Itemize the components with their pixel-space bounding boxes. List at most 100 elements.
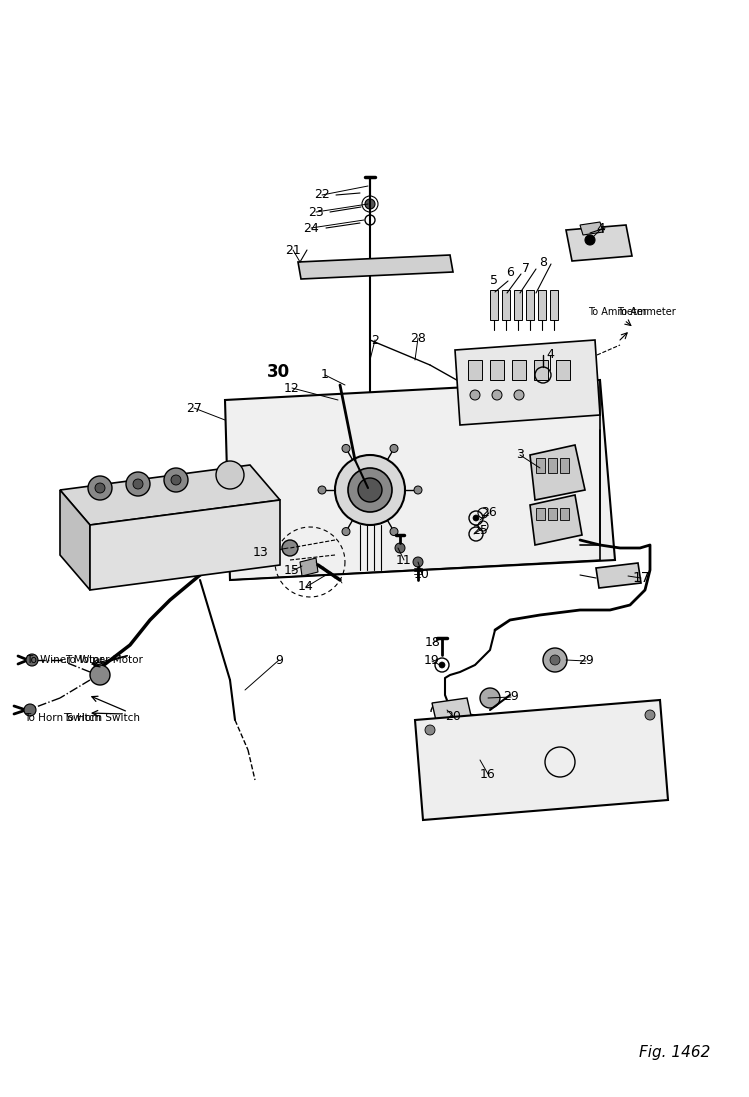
- Text: 21: 21: [285, 244, 301, 257]
- Text: 24: 24: [303, 222, 319, 235]
- Circle shape: [133, 479, 143, 489]
- Polygon shape: [580, 222, 603, 235]
- Bar: [468, 360, 482, 380]
- Bar: [560, 459, 569, 473]
- Text: To Ammeter: To Ammeter: [588, 307, 646, 317]
- Circle shape: [425, 725, 435, 735]
- Polygon shape: [300, 558, 318, 576]
- Text: 25: 25: [472, 523, 488, 536]
- Circle shape: [514, 391, 524, 400]
- Text: To Winer Motor: To Winer Motor: [65, 655, 143, 665]
- Polygon shape: [60, 465, 280, 525]
- Circle shape: [282, 540, 298, 556]
- Circle shape: [413, 557, 423, 567]
- Polygon shape: [298, 255, 453, 279]
- Text: 22: 22: [314, 189, 330, 202]
- Circle shape: [395, 543, 405, 553]
- Text: 10: 10: [414, 567, 430, 580]
- Circle shape: [390, 528, 398, 535]
- Bar: [548, 508, 557, 520]
- Circle shape: [439, 661, 445, 668]
- Bar: [548, 459, 557, 473]
- Text: To Ammeter: To Ammeter: [617, 307, 676, 317]
- Text: 1: 1: [321, 369, 329, 382]
- Text: To Horn Switch: To Horn Switch: [25, 713, 102, 723]
- Circle shape: [348, 468, 392, 512]
- Text: 11: 11: [396, 554, 412, 566]
- Circle shape: [318, 486, 326, 494]
- Bar: [502, 290, 510, 320]
- Bar: [534, 360, 548, 380]
- Circle shape: [26, 654, 38, 666]
- Text: 29: 29: [578, 655, 594, 667]
- Circle shape: [342, 444, 350, 452]
- Bar: [556, 360, 570, 380]
- Text: 14: 14: [298, 580, 314, 593]
- Text: 26: 26: [481, 507, 497, 520]
- Polygon shape: [455, 340, 600, 425]
- Circle shape: [342, 528, 350, 535]
- Polygon shape: [90, 500, 280, 590]
- Polygon shape: [415, 700, 668, 819]
- Text: 16: 16: [480, 768, 496, 780]
- Circle shape: [470, 391, 480, 400]
- Circle shape: [88, 476, 112, 500]
- Bar: [538, 290, 546, 320]
- Circle shape: [390, 444, 398, 452]
- Polygon shape: [530, 495, 582, 545]
- Text: 20: 20: [445, 710, 461, 723]
- Text: 5: 5: [490, 273, 498, 286]
- Text: 17: 17: [632, 572, 650, 585]
- Text: 12: 12: [284, 382, 300, 395]
- Bar: [490, 360, 504, 380]
- Text: To Winer Motor: To Winer Motor: [26, 655, 104, 665]
- Polygon shape: [596, 563, 641, 588]
- Bar: [514, 290, 522, 320]
- Bar: [550, 290, 558, 320]
- Text: Fig. 1462: Fig. 1462: [639, 1045, 710, 1060]
- Text: 4: 4: [546, 349, 554, 362]
- Circle shape: [24, 704, 36, 716]
- Circle shape: [473, 514, 479, 521]
- Bar: [536, 508, 545, 520]
- Circle shape: [550, 655, 560, 665]
- Polygon shape: [60, 490, 90, 590]
- Circle shape: [90, 665, 110, 685]
- Polygon shape: [432, 698, 472, 725]
- Text: 29: 29: [503, 690, 519, 703]
- Text: 15: 15: [284, 565, 300, 577]
- Text: 3: 3: [516, 449, 524, 462]
- Text: 23: 23: [308, 205, 324, 218]
- Circle shape: [216, 461, 244, 489]
- Circle shape: [358, 478, 382, 502]
- Circle shape: [95, 483, 105, 493]
- Text: 8: 8: [539, 256, 547, 269]
- Text: To Horn Switch: To Horn Switch: [63, 713, 140, 723]
- Polygon shape: [225, 380, 615, 580]
- Circle shape: [414, 486, 422, 494]
- Text: 28: 28: [410, 331, 426, 344]
- Circle shape: [365, 199, 375, 210]
- Text: 13: 13: [253, 546, 269, 559]
- Polygon shape: [566, 225, 632, 261]
- Bar: [536, 459, 545, 473]
- Circle shape: [164, 468, 188, 491]
- Bar: [490, 290, 498, 320]
- Bar: [560, 508, 569, 520]
- Text: 30: 30: [267, 363, 290, 381]
- Text: 9: 9: [275, 654, 283, 667]
- Bar: [512, 360, 526, 380]
- Text: 7: 7: [522, 261, 530, 274]
- Circle shape: [543, 648, 567, 672]
- Circle shape: [585, 235, 595, 245]
- Circle shape: [480, 688, 500, 708]
- Text: 27: 27: [186, 402, 202, 415]
- Text: 2: 2: [371, 333, 379, 347]
- Polygon shape: [530, 445, 585, 500]
- Circle shape: [492, 391, 502, 400]
- Text: 18: 18: [425, 636, 441, 649]
- Circle shape: [126, 472, 150, 496]
- Circle shape: [645, 710, 655, 720]
- Circle shape: [171, 475, 181, 485]
- Circle shape: [335, 455, 405, 525]
